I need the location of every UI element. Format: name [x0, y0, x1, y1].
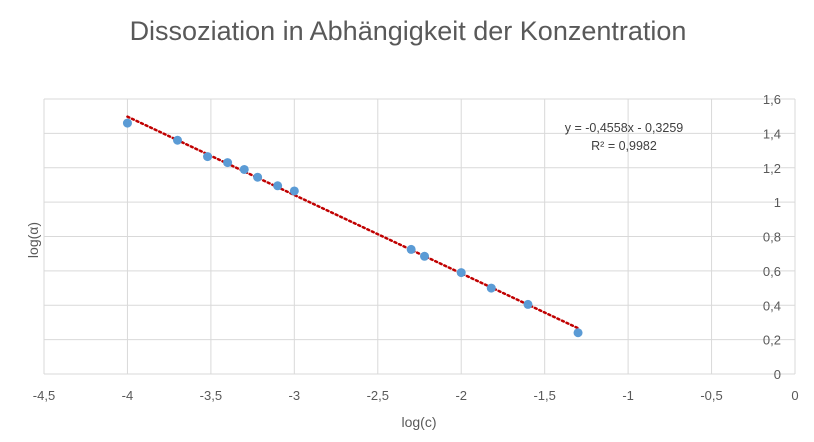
y-tick-label-7: 1,4 [763, 126, 781, 141]
data-point-11 [486, 283, 496, 293]
y-axis-label: log(α) [25, 222, 41, 258]
y-tick-labels: 0 0,2 0,4 0,6 0,8 1 1,2 1,4 1,6 [763, 92, 781, 382]
y-tick-label-4: 0,8 [763, 230, 781, 245]
gridlines [43, 98, 796, 375]
trendline-r-squared: R² = 0,9982 [591, 139, 657, 153]
chart-title: Dissoziation in Abhängigkeit der Konzent… [130, 16, 687, 46]
data-point-12 [523, 299, 533, 309]
data-point-0 [122, 118, 132, 128]
data-point-2 [203, 152, 213, 162]
trendline [126, 115, 580, 330]
y-tick-label-1: 0,2 [763, 333, 781, 348]
x-axis-label: log(c) [401, 414, 436, 430]
x-tick-label-2: -3,5 [200, 388, 222, 403]
x-tick-label-1: -4 [122, 388, 134, 403]
trendline-equation: y = -0,4558x - 0,3259 [565, 121, 684, 135]
x-tick-label-0: -4,5 [33, 388, 55, 403]
y-tick-label-5: 1 [774, 195, 781, 210]
x-tick-label-7: -1 [622, 388, 634, 403]
y-tick-label-0: 0 [774, 367, 781, 382]
data-point-7 [289, 186, 299, 196]
x-tick-label-6: -1,5 [533, 388, 555, 403]
data-point-13 [573, 328, 583, 338]
y-tick-label-2: 0,4 [763, 298, 781, 313]
data-point-5 [253, 172, 263, 182]
data-point-10 [456, 268, 466, 278]
x-tick-label-5: -2 [455, 388, 467, 403]
data-point-8 [406, 244, 416, 254]
y-tick-label-8: 1,6 [763, 92, 781, 107]
data-point-1 [173, 135, 183, 145]
x-tick-label-8: -0,5 [700, 388, 722, 403]
data-point-3 [223, 158, 233, 168]
x-tick-labels: -4,5 -4 -3,5 -3 -2,5 -2 -1,5 -1 -0,5 0 [33, 388, 799, 403]
data-point-6 [273, 181, 283, 191]
y-tick-label-6: 1,2 [763, 161, 781, 176]
data-point-9 [420, 251, 430, 261]
y-tick-label-3: 0,6 [763, 264, 781, 279]
data-point-4 [239, 164, 249, 174]
trendline-group [126, 115, 580, 330]
data-points [122, 118, 583, 338]
x-tick-label-3: -3 [289, 388, 301, 403]
x-tick-label-9: 0 [791, 388, 798, 403]
x-tick-label-4: -2,5 [367, 388, 389, 403]
